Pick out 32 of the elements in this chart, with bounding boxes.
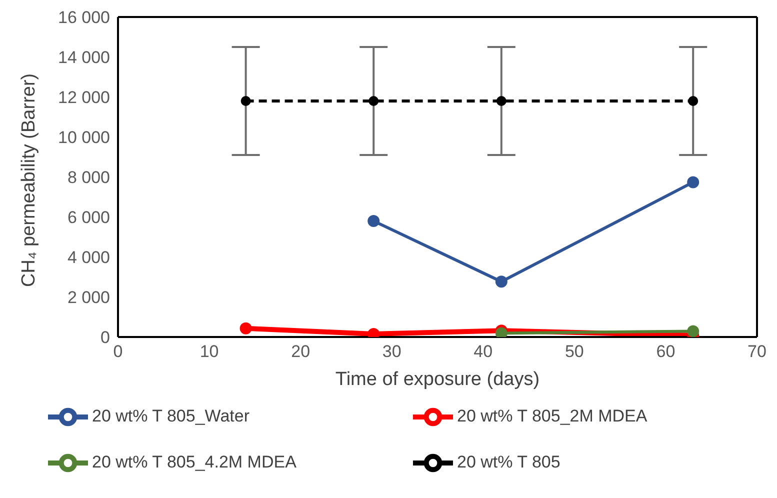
point [495, 276, 508, 288]
x-tick-label: 40 [474, 342, 493, 362]
point [368, 96, 379, 106]
y-tick-label: 4 000 [67, 248, 110, 268]
point [240, 322, 252, 334]
x-tick-label: 10 [200, 342, 219, 362]
y-tick-label: 14 000 [58, 48, 110, 68]
x-axis-title: Time of exposure (days) [335, 369, 540, 390]
point [368, 215, 380, 227]
point [687, 325, 700, 337]
y-tick-label: 8 000 [67, 168, 110, 188]
x-tick-label: 50 [564, 342, 584, 362]
point [687, 176, 700, 188]
y-tick-label: 0 [100, 328, 110, 348]
point [496, 96, 506, 106]
point [688, 96, 698, 106]
x-tick-label: 60 [656, 342, 676, 362]
y-tick-label: 16 000 [58, 8, 110, 28]
x-tick-label: 30 [382, 342, 402, 362]
legend-label: 20 wt% T 805_2M MDEA [457, 406, 648, 426]
legend-label: 20 wt% T 805_Water [92, 406, 250, 426]
legend-label: 20 wt% T 805 [457, 452, 560, 472]
y-tick-label: 6 000 [67, 208, 110, 228]
y-tick-label: 2 000 [67, 288, 110, 308]
point [240, 96, 251, 106]
y-tick-label: 12 000 [58, 88, 110, 108]
y-tick-label: 10 000 [58, 128, 110, 148]
legend-label: 20 wt% T 805_4.2M MDEA [92, 452, 296, 472]
x-tick-label: 70 [748, 342, 766, 362]
x-tick-label: 0 [113, 342, 123, 362]
y-axis-title: CH₄ permeability (Barrer) [18, 73, 40, 287]
x-tick-label: 20 [291, 342, 310, 362]
